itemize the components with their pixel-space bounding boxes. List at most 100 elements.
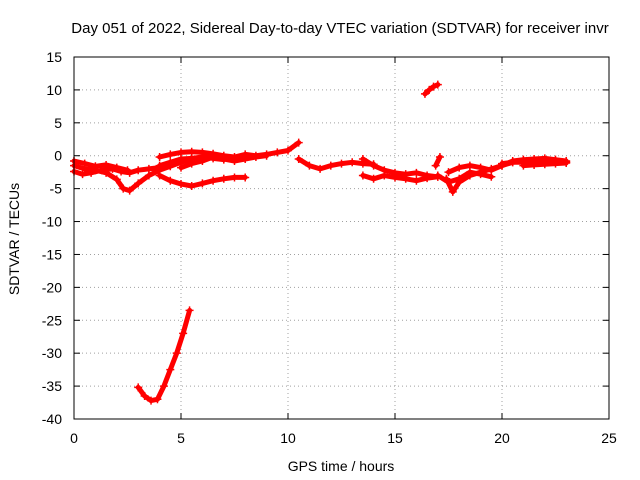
data-point [348, 158, 357, 167]
x-tick-label: 15 [387, 430, 403, 446]
data-point [166, 150, 175, 159]
series-track-4 [155, 171, 250, 191]
data-point [172, 349, 181, 358]
data-point [166, 365, 175, 374]
data-point [187, 182, 196, 191]
series-line [422, 82, 441, 97]
data-point [294, 155, 303, 164]
data-point [177, 155, 185, 164]
data-point [435, 153, 444, 162]
axis-ticks [73, 56, 610, 420]
y-tick-label: -40 [42, 411, 62, 427]
data-point [155, 161, 164, 170]
data-point [177, 163, 185, 172]
data-point [209, 176, 218, 185]
data-point [465, 168, 474, 177]
series-track-12 [420, 80, 442, 98]
data-point [444, 168, 453, 177]
data-point [431, 161, 440, 170]
data-point [230, 173, 239, 182]
data-point [147, 396, 156, 405]
data-point [125, 186, 134, 195]
data-point [155, 153, 164, 162]
series-track-7 [155, 153, 228, 170]
y-tick-label: -10 [42, 214, 62, 230]
y-tick-label: 15 [46, 49, 62, 65]
plot-frame [73, 56, 610, 420]
series-track-18 [433, 168, 496, 187]
y-tick-labels: 15 10 5 0 -5 -10 -15 -20 -25 -30 -35 -40 [42, 49, 62, 427]
y-tick-label: 5 [54, 115, 62, 131]
data-point [187, 154, 196, 163]
y-tick-label: -30 [42, 345, 62, 361]
plot-area [70, 80, 571, 405]
y-tick-label: -5 [50, 181, 63, 197]
data-point [155, 171, 164, 180]
data-point [337, 159, 346, 168]
data-point [251, 153, 260, 162]
data-point [166, 176, 175, 185]
data-point [294, 138, 303, 147]
data-point [420, 89, 429, 98]
y-tick-label: -20 [42, 279, 62, 295]
x-tick-label: 5 [177, 430, 185, 446]
x-tick-labels: 0 5 10 15 20 25 [70, 430, 617, 446]
data-point [177, 180, 185, 189]
data-point [316, 164, 325, 173]
data-point [166, 158, 175, 167]
data-point [284, 146, 292, 155]
data-point [412, 176, 421, 185]
series-track-8 [134, 306, 194, 405]
data-point [153, 395, 162, 404]
series-track-11 [358, 171, 442, 185]
data-point [423, 174, 432, 183]
data-point [134, 179, 143, 188]
data-point [134, 383, 143, 392]
data-point [508, 158, 517, 167]
data-point [530, 160, 539, 169]
data-point [140, 391, 149, 400]
y-tick-label: -15 [42, 246, 62, 262]
series-track-17 [519, 158, 571, 170]
y-tick-label: -25 [42, 312, 62, 328]
data-point [241, 155, 250, 164]
data-point [448, 187, 457, 196]
data-point [209, 154, 218, 163]
data-point [241, 173, 250, 182]
data-point [455, 163, 464, 172]
data-point [369, 174, 378, 183]
x-tick-label: 20 [494, 430, 510, 446]
data-point [134, 166, 143, 175]
x-tick-label: 25 [601, 430, 617, 446]
data-point [230, 156, 239, 165]
data-point [123, 166, 132, 175]
data-point [219, 174, 228, 183]
data-point [198, 153, 207, 162]
data-point [487, 172, 496, 181]
data-point [305, 161, 314, 170]
y-tick-label: 10 [46, 82, 62, 98]
data-point [179, 329, 188, 338]
x-axis-label: GPS time / hours [288, 458, 395, 474]
data-point [433, 171, 442, 180]
data-point [358, 171, 367, 180]
y-tick-label: -35 [42, 378, 62, 394]
data-point [144, 164, 153, 173]
data-point [551, 159, 560, 168]
data-point [498, 159, 506, 168]
data-point [80, 159, 89, 168]
series-track-13 [431, 153, 444, 170]
data-point [78, 170, 87, 179]
data-point [455, 174, 464, 183]
y-axis-label: SDTVAR / TECUs [6, 183, 22, 295]
data-point [444, 178, 453, 187]
data-point [433, 80, 442, 89]
data-point [87, 168, 96, 177]
data-point [262, 151, 271, 160]
x-tick-label: 0 [70, 430, 78, 446]
data-point [369, 161, 378, 170]
data-point [429, 82, 438, 91]
data-point [380, 171, 389, 180]
data-point [119, 184, 128, 193]
